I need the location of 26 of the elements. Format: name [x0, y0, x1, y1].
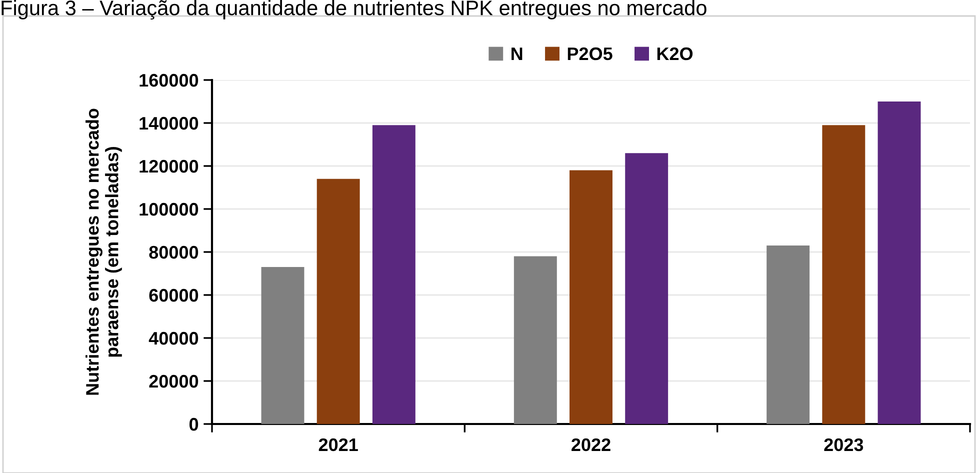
y-tick-label: 0	[189, 418, 198, 431]
y-axis-title: Nutrientes entregues no mercado paraense (em toneladas)	[86, 108, 122, 395]
bar	[878, 102, 921, 424]
x-tick-label: 2023	[824, 438, 864, 452]
y-tick-label: 100000	[140, 202, 198, 216]
y-tick-label: 140000	[140, 116, 198, 130]
bar	[766, 246, 810, 424]
bar	[625, 153, 668, 424]
bar	[372, 125, 416, 424]
y-tick-label: 80000	[149, 246, 198, 259]
bar	[316, 178, 360, 424]
chart-title: Figura 3 – Variação da quantidade de nutrientes NPK entregues no mercado	[2, 0, 706, 20]
bar	[261, 267, 304, 424]
legend-label: P2O5	[568, 47, 612, 60]
bar	[514, 256, 557, 424]
y-tick-label: 160000	[140, 74, 198, 87]
bar	[822, 125, 866, 424]
legend-label: K2O	[657, 47, 693, 60]
y-tick-label: 120000	[140, 160, 198, 173]
x-tick-label: 2022	[572, 438, 610, 452]
y-tick-label: 40000	[148, 332, 198, 345]
bar	[570, 170, 612, 424]
y-tick-label: 20000	[149, 374, 198, 388]
legend-label: N	[512, 48, 522, 60]
x-tick-label: 2021	[318, 438, 358, 452]
y-tick-label: 60000	[149, 288, 198, 302]
